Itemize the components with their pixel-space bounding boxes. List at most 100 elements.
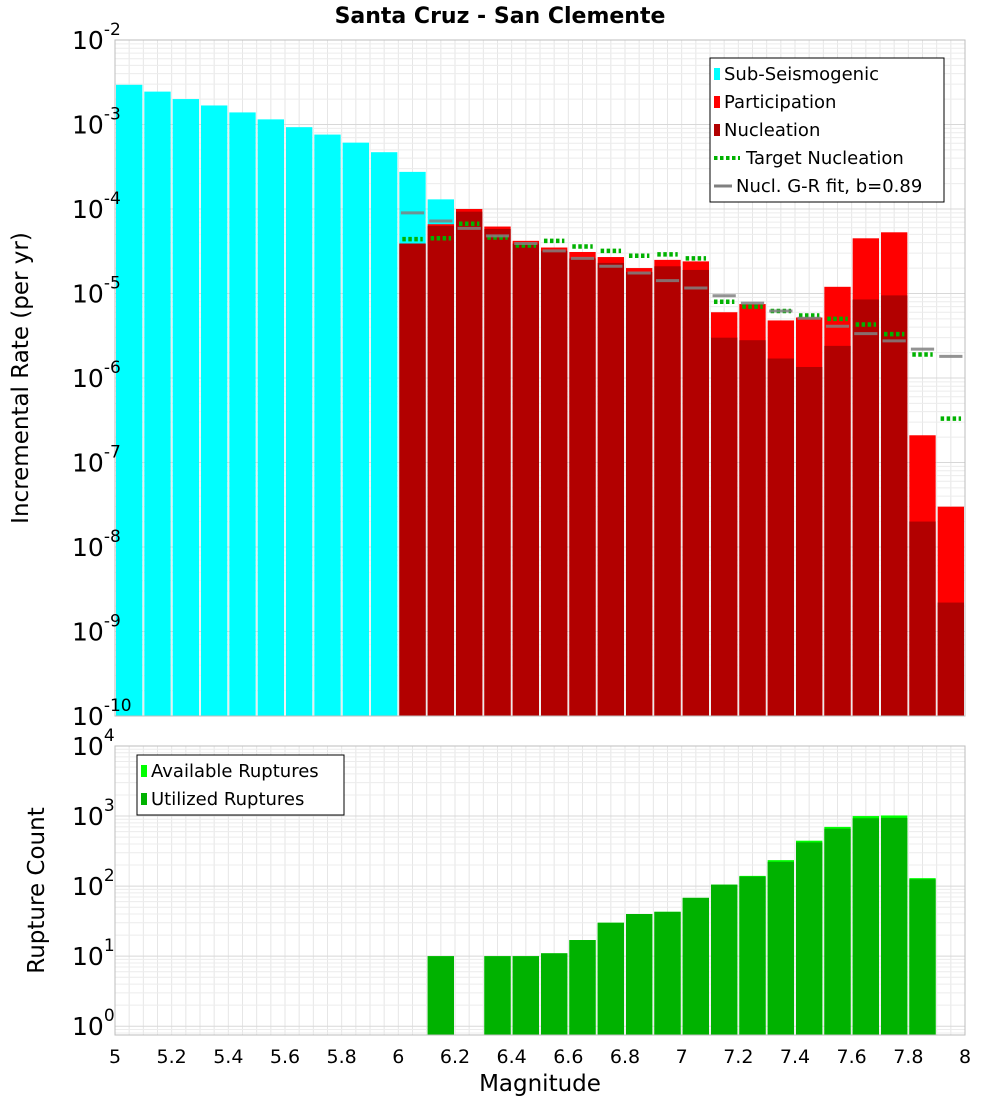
bar	[852, 299, 879, 716]
bar	[711, 884, 738, 1035]
y-tick-base: 10	[72, 942, 104, 971]
bar	[909, 521, 936, 716]
bar	[626, 271, 653, 716]
bar	[541, 953, 568, 1035]
x-tick-label: 6.2	[440, 1046, 470, 1068]
y-tick-exponent: -3	[104, 105, 121, 125]
y-tick-exponent: -4	[104, 189, 121, 209]
legend-swatch	[141, 793, 147, 805]
bar	[172, 99, 199, 716]
bar	[796, 366, 823, 716]
x-tick-label: 7.4	[780, 1046, 810, 1068]
count-x-tick-labels: 5 5.2 5.4 5.6 5.8 6 6.2 6.4 6.6 6.8 7 7.2 7.4 7.6 7.8 8	[109, 1046, 971, 1068]
y-tick-base: 10	[72, 26, 104, 55]
bar	[144, 91, 171, 716]
x-tick-label: 6.6	[553, 1046, 583, 1068]
bar	[371, 152, 398, 716]
bar	[682, 269, 709, 716]
y-tick-base: 10	[72, 364, 104, 393]
y-tick-base: 10	[72, 872, 104, 901]
bar	[201, 105, 228, 716]
bar	[881, 295, 908, 716]
y-tick-label: 10-5	[72, 274, 121, 309]
legend-label: Nucl. G-R fit, b=0.89	[736, 176, 922, 197]
x-tick-label: 5	[109, 1046, 121, 1068]
bar	[257, 119, 284, 716]
y-tick-base: 10	[72, 618, 104, 647]
count-x-axis-label: Magnitude	[479, 1071, 601, 1097]
bar	[229, 112, 256, 716]
y-tick-label: 10-3	[72, 105, 121, 140]
y-tick-exponent: 0	[104, 1006, 115, 1026]
x-tick-label: 5.6	[270, 1046, 300, 1068]
chart-title: Santa Cruz - San Clemente	[335, 4, 666, 29]
y-tick-base: 10	[72, 195, 104, 224]
bar	[484, 956, 511, 1035]
y-tick-base: 10	[72, 1012, 104, 1041]
bar	[626, 914, 653, 1035]
rate-series-2	[399, 211, 964, 716]
bar	[314, 134, 341, 716]
y-tick-base: 10	[72, 732, 104, 761]
y-tick-label: 101	[72, 936, 115, 971]
legend-label: Participation	[724, 92, 836, 113]
bar	[512, 243, 539, 716]
legend-label: Nucleation	[724, 120, 820, 141]
y-tick-exponent: -5	[104, 274, 121, 294]
legend-label: Target Nucleation	[745, 148, 904, 169]
x-tick-label: 8	[959, 1046, 971, 1068]
y-tick-label: 102	[72, 866, 115, 901]
y-tick-label: 100	[72, 1006, 115, 1041]
bar	[796, 842, 823, 1035]
bar	[569, 940, 596, 1035]
count-legend: Available Ruptures Utilized Ruptures	[136, 754, 345, 816]
x-tick-label: 5.8	[327, 1046, 357, 1068]
y-tick-base: 10	[72, 280, 104, 309]
rate-frame	[114, 39, 966, 717]
y-tick-exponent: -9	[104, 612, 121, 632]
rate-y-axis-label: Incremental Rate (per yr)	[8, 232, 34, 524]
bar	[342, 142, 369, 716]
y-tick-label: 10-2	[72, 20, 121, 55]
y-tick-base: 10	[72, 702, 104, 731]
bar	[399, 243, 426, 716]
y-tick-label: 10-7	[72, 443, 121, 478]
x-tick-label: 6.8	[610, 1046, 640, 1068]
bar	[739, 876, 766, 1035]
legend-swatch	[141, 765, 147, 777]
bar	[427, 956, 454, 1035]
bar	[881, 817, 908, 1035]
bar	[654, 911, 681, 1035]
count-series-1	[427, 817, 936, 1035]
legend-swatch	[714, 96, 720, 108]
y-tick-label: 10-10	[72, 696, 132, 731]
y-tick-label: 104	[72, 726, 115, 761]
bar	[739, 340, 766, 716]
bar	[767, 861, 794, 1035]
rate-series-4	[400, 211, 963, 358]
bar	[682, 897, 709, 1035]
x-tick-label: 6	[392, 1046, 404, 1068]
bar	[597, 922, 624, 1035]
rate-plot: 10-1010-910-810-710-610-510-410-310-2Inc…	[8, 20, 966, 731]
bar	[909, 879, 936, 1035]
bar	[116, 84, 143, 716]
y-tick-label: 10-8	[72, 527, 121, 562]
x-tick-label: 7.6	[837, 1046, 867, 1068]
bar	[597, 262, 624, 716]
count-y-axis-label: Rupture Count	[24, 807, 50, 973]
bar	[824, 828, 851, 1035]
rate-legend: Sub-Seismogenic Participation Nucleation Ta…	[709, 57, 945, 203]
x-tick-label: 6.4	[497, 1046, 527, 1068]
count-frame	[114, 745, 966, 1036]
y-tick-exponent: 2	[104, 866, 115, 886]
y-tick-exponent: 4	[104, 726, 115, 746]
y-tick-exponent: 3	[104, 796, 115, 816]
legend-swatch	[714, 68, 720, 80]
legend-box	[136, 754, 345, 816]
y-tick-label: 103	[72, 796, 115, 831]
y-tick-base: 10	[72, 533, 104, 562]
legend-label: Sub-Seismogenic	[724, 64, 879, 85]
